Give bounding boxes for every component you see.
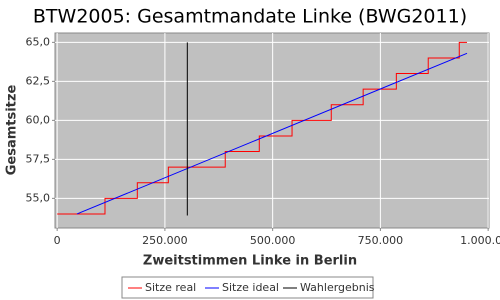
y-tick-label: 65,0 <box>26 35 51 48</box>
chart-title: BTW2005: Gesamtmandate Linke (BWG2011) <box>33 6 467 28</box>
legend-label: Sitze real <box>145 281 196 294</box>
legend-label: Sitze ideal <box>222 281 279 294</box>
y-tick-label: 57,5 <box>26 152 51 165</box>
y-tick-label: 62,5 <box>26 74 51 87</box>
y-tick-label: 60,0 <box>26 113 51 126</box>
x-tick-label: 750.000 <box>358 234 404 247</box>
legend <box>121 276 374 299</box>
x-tick-label: 0 <box>54 234 61 247</box>
x-tick-label: 250.000 <box>142 234 188 247</box>
y-tick-label: 55,0 <box>26 191 51 204</box>
y-axis-label: Gesamtsitze <box>5 85 20 176</box>
series-line <box>57 41 468 215</box>
x-axis-label: Zweitstimmen Linke in Berlin <box>143 254 357 269</box>
legend-label: Wahlergebnis <box>300 281 375 294</box>
plot-area <box>54 32 490 229</box>
x-tick-label: 1.000.000 <box>460 234 500 247</box>
x-tick-label: 500.000 <box>250 234 296 247</box>
series-line <box>76 52 468 215</box>
